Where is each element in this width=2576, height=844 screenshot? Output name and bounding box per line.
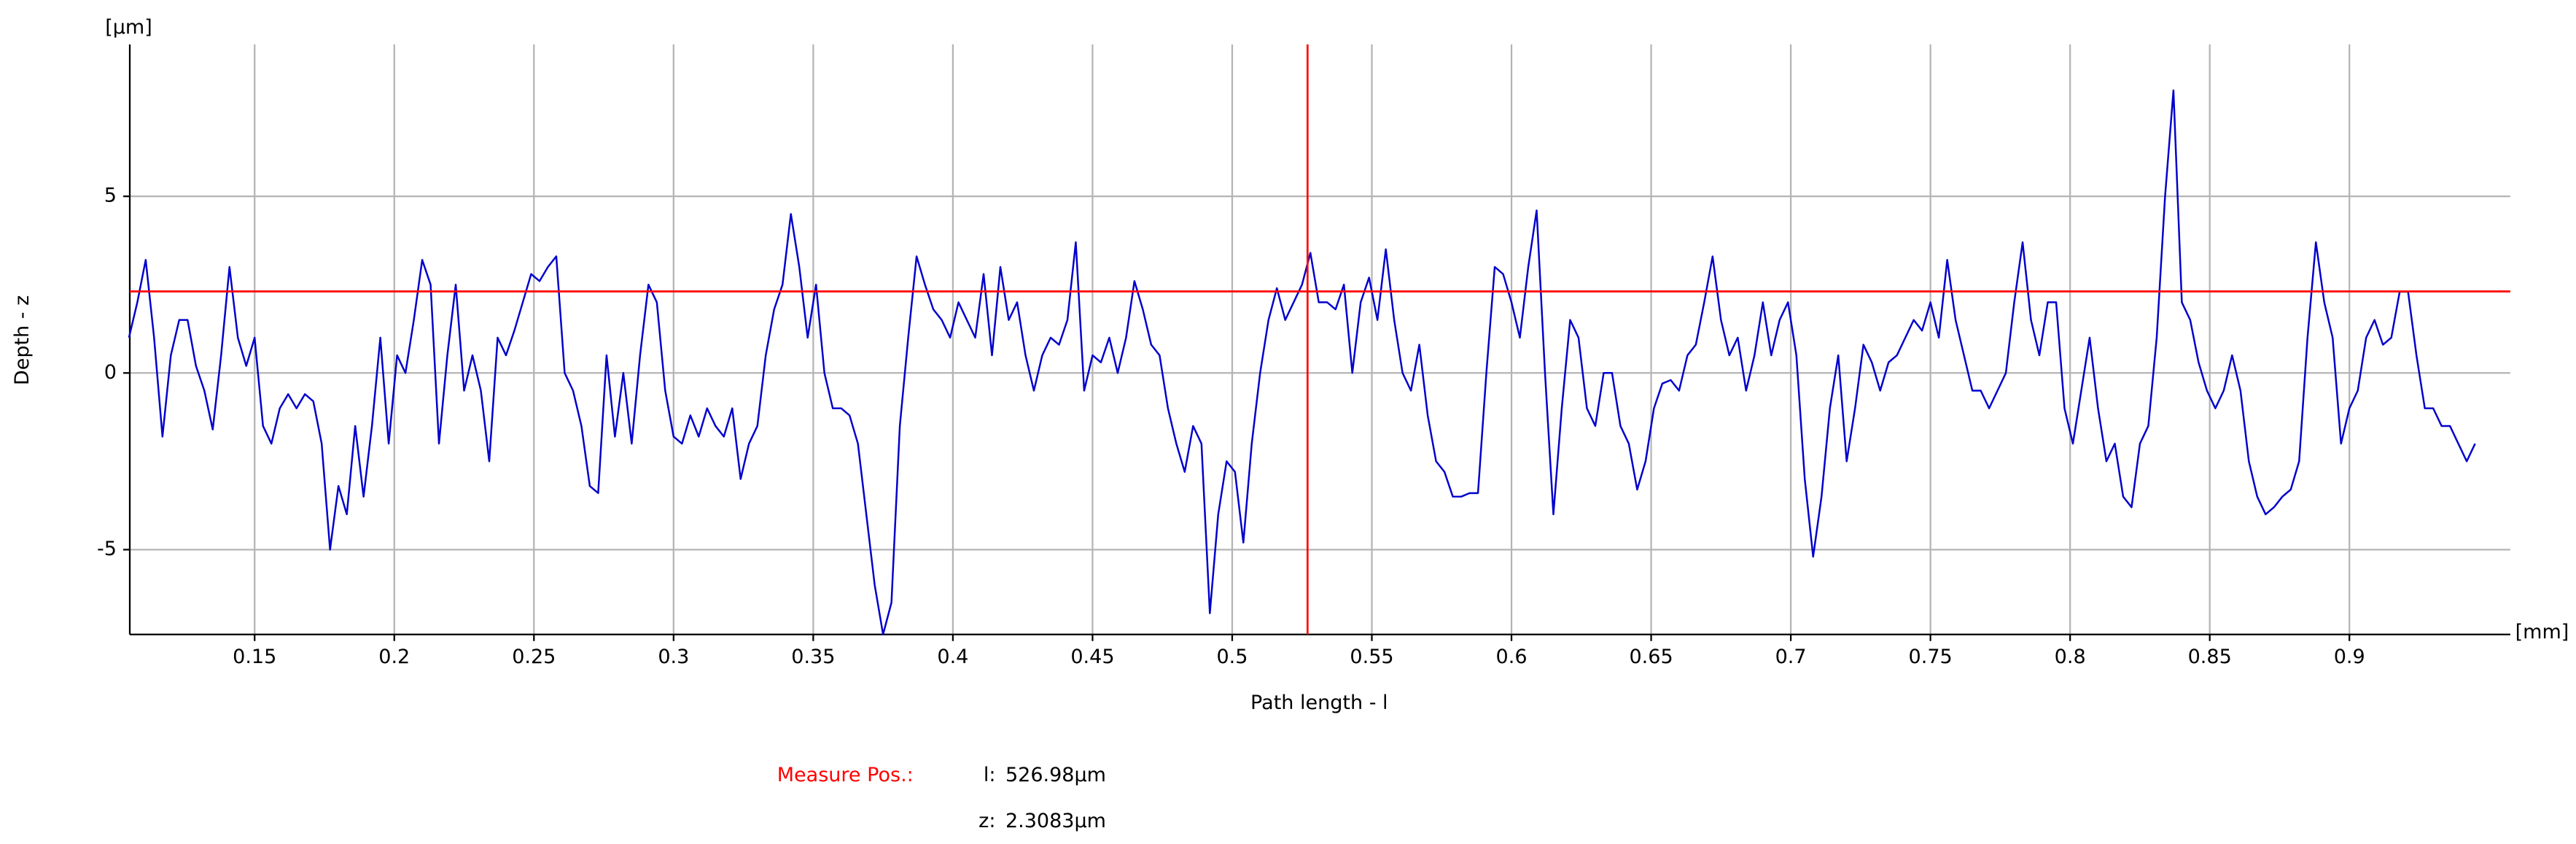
measure-l-value: 526.98µm [1005,764,1106,786]
x-tick-label: 0.9 [2334,646,2365,668]
x-tick-label: 0.6 [1496,646,1528,668]
x-tick-label: 0.75 [1909,646,1953,668]
x-tick-label: 0.5 [1216,646,1248,668]
x-tick-label: 0.55 [1350,646,1393,668]
x-tick-label: 0.3 [658,646,689,668]
y-tick-label: -5 [97,538,117,560]
y-tick-label: 0 [104,361,117,384]
x-axis-title: Path length - l [1250,692,1388,714]
x-tick-label: 0.45 [1070,646,1114,668]
measure-z-value: 2.3083µm [1005,810,1106,832]
x-tick-label: 0.35 [791,646,835,668]
x-tick-label: 0.15 [233,646,276,668]
y-axis-title: Depth - z [11,295,34,385]
x-unit: [mm] [2515,621,2569,643]
x-tick-label: 0.2 [378,646,410,668]
x-tick-label: 0.25 [512,646,556,668]
x-tick-label: 0.85 [2188,646,2232,668]
x-tick-label: 0.4 [937,646,968,668]
y-tick-label: 5 [104,185,117,207]
y-unit: [µm] [105,16,152,39]
measure-title: Measure Pos.: [777,764,914,786]
x-tick-label: 0.8 [2055,646,2086,668]
profile-line [128,89,2476,635]
measure-l-label: l: [984,764,996,786]
measure-z-label: z: [978,810,995,832]
x-tick-label: 0.7 [1775,646,1807,668]
x-tick-label: 0.65 [1629,646,1673,668]
